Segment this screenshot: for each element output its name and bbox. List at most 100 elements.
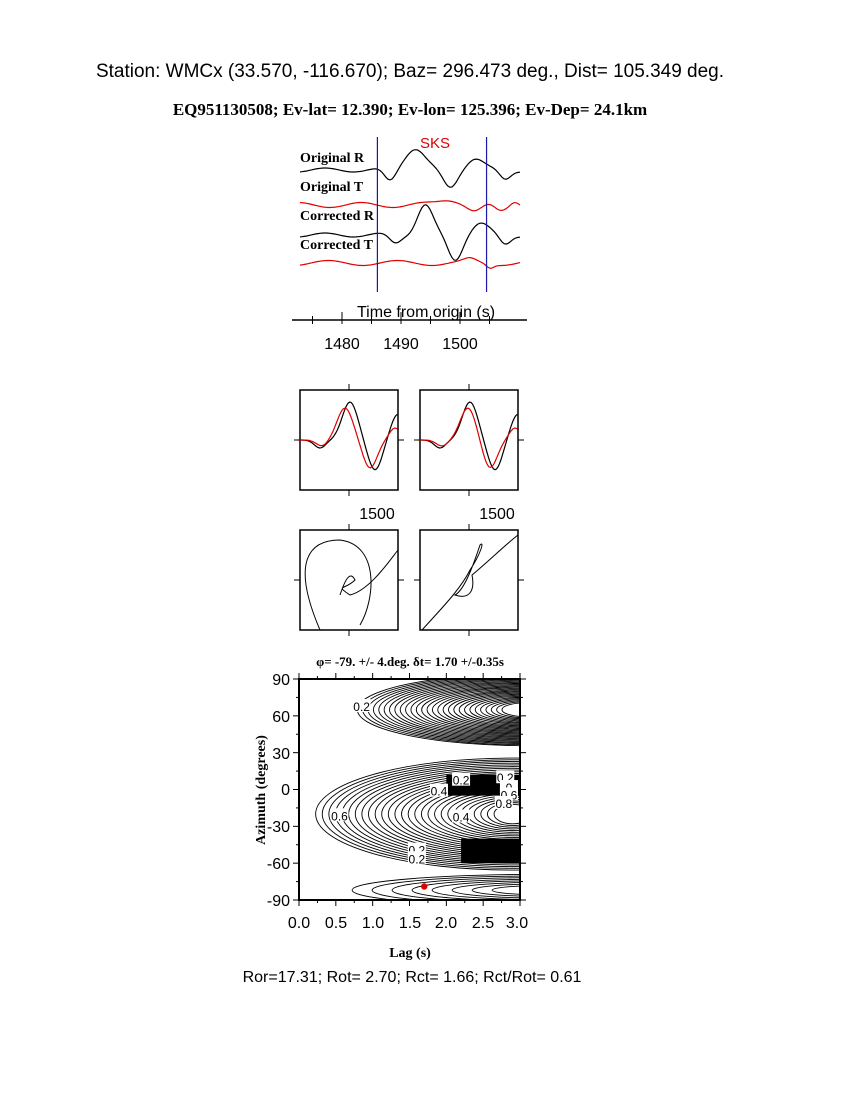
x-tick-1.0: 1.0 — [362, 915, 384, 932]
x-tick-2.5: 2.5 — [472, 915, 494, 932]
x-tick-2.0: 2.0 — [435, 915, 457, 932]
contour-line — [421, 686, 520, 734]
contour-line — [321, 759, 520, 869]
contour-line — [496, 701, 520, 719]
y-tick-90: 90 — [272, 672, 290, 689]
contour-label-bg — [452, 772, 471, 786]
contour-line — [458, 693, 520, 726]
contour-label: 0.2 — [409, 852, 426, 866]
contour-label-bg — [496, 770, 515, 784]
contour-line — [501, 702, 520, 717]
time-tick-1500: 1500 — [442, 336, 478, 353]
contour-line — [328, 761, 520, 868]
contour-label: 0.2 — [353, 700, 370, 714]
contour-label: 0.4 — [431, 785, 448, 799]
contour-line — [448, 691, 520, 728]
contour-line — [399, 681, 520, 738]
y-tick-60: 60 — [272, 709, 290, 726]
contour-line — [431, 688, 520, 732]
x-tick-0.0: 0.0 — [288, 915, 310, 932]
trace-label-original-r: Original R — [300, 151, 365, 166]
phase-label: SKS — [420, 135, 450, 152]
particle-motion-corrected — [421, 534, 519, 631]
contour-line — [373, 679, 520, 743]
contour-line — [356, 679, 520, 747]
ratios-footer: Ror=17.31; Rot= 2.70; Rct= 1.66; Rct/Rot… — [243, 969, 582, 986]
contour-label-bg — [494, 796, 513, 810]
contour-line — [431, 880, 520, 900]
particle-motion-original — [304, 539, 399, 631]
original-r-trace — [299, 149, 521, 188]
contour-ticks — [293, 673, 526, 906]
contour-field: 0.20.20.40.60.40.20.20.200.60.8 — [315, 679, 520, 900]
x-tick-3.0: 3.0 — [506, 915, 528, 932]
contour-line — [391, 877, 520, 900]
station-line: Station: WMCx (33.570, -116.670); Baz= 2… — [96, 61, 724, 82]
contour-line — [451, 882, 520, 899]
time-axis-label: Time from origin (s) — [357, 304, 495, 321]
waveform-red-0 — [300, 407, 398, 469]
contour-label-bg — [429, 783, 448, 797]
y-tick-neg60: -60 — [267, 856, 290, 873]
box-tick-1500-left: 1500 — [359, 506, 395, 523]
best-fit-point — [421, 883, 428, 890]
contour-label: 0.2 — [453, 774, 470, 788]
contour-line — [480, 698, 520, 722]
contour-label: 0.8 — [495, 797, 512, 811]
contour-label-bg — [452, 809, 471, 823]
time-tick-1480: 1480 — [324, 336, 360, 353]
trace-label-corrected-r: Corrected R — [300, 209, 375, 224]
contour-line — [405, 682, 520, 737]
y-tick-0: 0 — [281, 782, 290, 799]
panel-frame-1 — [419, 389, 519, 491]
contour-line — [464, 694, 520, 725]
y-tick-neg90: -90 — [267, 893, 290, 910]
contour-label-bg — [407, 851, 426, 865]
x-tick-1.5: 1.5 — [399, 915, 421, 932]
waveform-black-1 — [420, 401, 518, 471]
contour-line — [389, 679, 520, 740]
contour-label: 0.6 — [331, 809, 348, 823]
x-tick-0.5: 0.5 — [325, 915, 347, 932]
corrected-r-trace — [299, 204, 521, 261]
contour-title: φ= -79. +/- 4.deg. δt= 1.70 +/-0.35s — [316, 654, 504, 669]
contour-line — [383, 679, 520, 741]
original-t-trace — [299, 200, 521, 212]
contour-label-bg — [352, 699, 371, 713]
x-axis-label: Lag (s) — [389, 946, 431, 961]
box-tick-1500-right: 1500 — [479, 506, 515, 523]
contour-line — [469, 695, 520, 724]
panel-frame-0 — [299, 389, 399, 491]
contour-line — [490, 700, 520, 720]
contour-line — [471, 883, 520, 897]
waveform-red-1 — [420, 407, 518, 469]
trace-label-original-t: Original T — [300, 180, 364, 195]
contour-label: 0.4 — [453, 811, 470, 825]
contour-line — [491, 885, 520, 895]
event-line: EQ951130508; Ev-lat= 12.390; Ev-lon= 125… — [173, 100, 647, 119]
contour-line — [378, 679, 520, 742]
contour-line — [437, 689, 520, 731]
trace-label-corrected-t: Corrected T — [300, 238, 374, 253]
contour-line — [371, 875, 520, 900]
contour-line — [410, 684, 520, 736]
contour-line — [411, 878, 520, 900]
contour-line — [351, 874, 520, 900]
particle-motion-panels — [294, 384, 524, 636]
corrected-t-trace — [299, 256, 521, 269]
contour-dense-region — [461, 838, 520, 864]
panel-frame-2 — [299, 529, 399, 631]
contour-line — [426, 687, 520, 733]
y-tick-30: 30 — [272, 746, 290, 763]
time-tick-1490: 1490 — [383, 336, 419, 353]
waveform-black-0 — [300, 401, 398, 471]
y-tick-neg30: -30 — [267, 819, 290, 836]
contour-line — [442, 690, 520, 729]
contour-line — [485, 699, 520, 721]
contour-label-bg — [330, 808, 349, 822]
contour-line — [315, 757, 520, 871]
contour-line — [453, 692, 520, 727]
contour-line — [415, 685, 520, 735]
